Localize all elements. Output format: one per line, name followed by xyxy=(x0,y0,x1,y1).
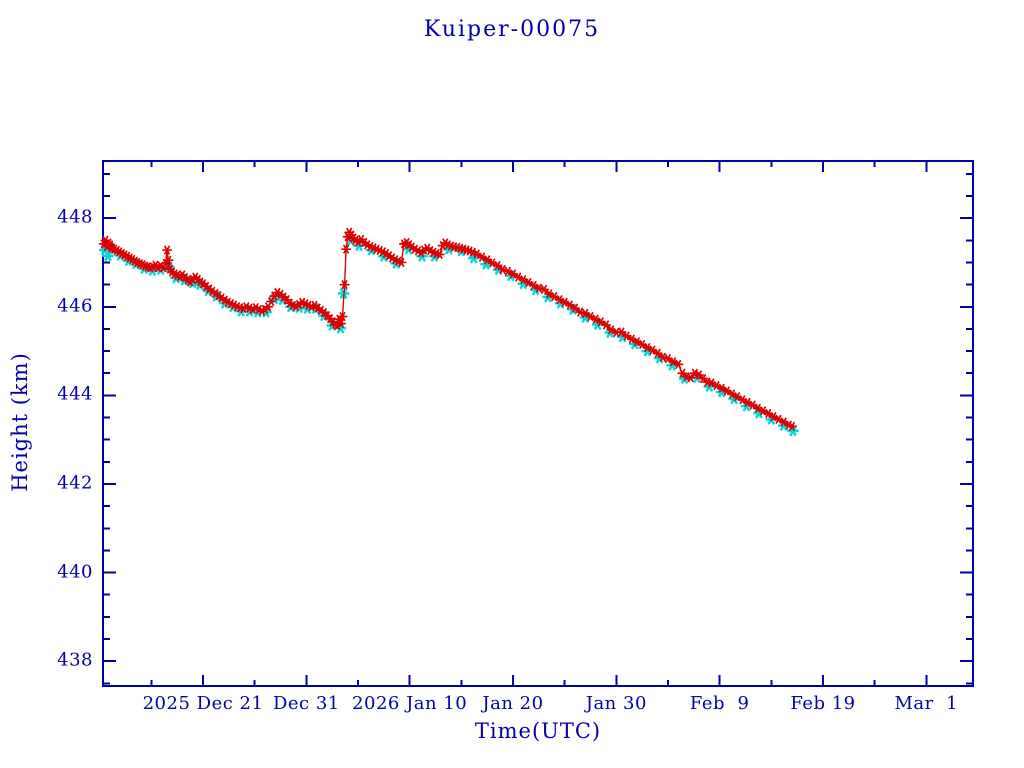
red-line xyxy=(103,230,793,428)
red-marker xyxy=(396,257,407,267)
red-marker xyxy=(673,359,684,369)
plot-frame xyxy=(102,160,974,687)
x-tick-label: 2026 Jan 10 xyxy=(352,693,468,714)
red-marker xyxy=(163,255,174,265)
red-marker xyxy=(434,249,445,259)
y-tick-label: 446 xyxy=(57,295,93,317)
red-marker xyxy=(339,280,350,290)
x-tick-label: Feb 19 xyxy=(790,693,856,714)
red-marker xyxy=(269,291,280,301)
x-tick-label: Jan 20 xyxy=(482,693,544,714)
red-marker xyxy=(341,244,352,254)
red-marker xyxy=(533,283,544,293)
x-tick-label: 2025 Dec 21 xyxy=(142,693,264,714)
y-tick-label: 438 xyxy=(57,649,93,671)
red-marker xyxy=(281,295,292,305)
red-marker xyxy=(575,307,586,317)
red-marker xyxy=(335,319,347,329)
y-tick-label: 444 xyxy=(57,383,93,405)
x-tick-label: Feb 9 xyxy=(689,693,750,714)
y-axis-title: Height (km) xyxy=(8,352,32,492)
x-tick-label: Jan 30 xyxy=(585,693,647,714)
y-tick-label: 442 xyxy=(57,472,93,494)
red-marker xyxy=(600,320,612,330)
red-marker xyxy=(337,312,348,321)
x-tick-label: Dec 31 xyxy=(272,693,340,714)
red-marker xyxy=(786,421,798,431)
y-tick-label: 440 xyxy=(57,561,93,583)
red-marker xyxy=(162,245,173,255)
y-tick-label: 448 xyxy=(57,206,93,228)
x-axis-title: Time(UTC) xyxy=(474,719,602,743)
red-marker xyxy=(685,373,696,383)
x-tick-label: Mar 1 xyxy=(894,693,959,714)
red-marker xyxy=(657,352,668,362)
chart-title: Kuiper-00075 xyxy=(423,17,601,42)
